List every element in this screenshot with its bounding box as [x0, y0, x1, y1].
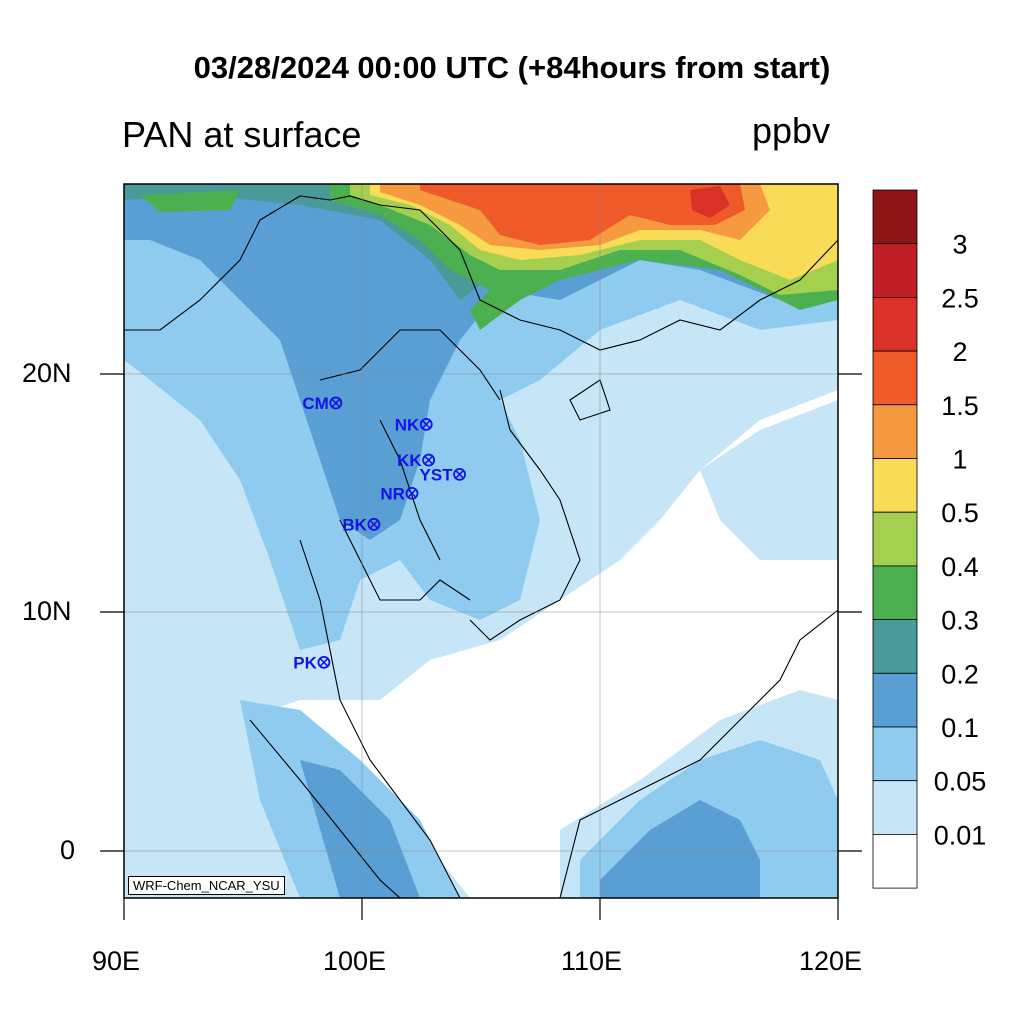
colorbar-label: 2: [952, 337, 967, 367]
colorbar-segment: [872, 619, 918, 674]
colorbar-segment: [872, 672, 918, 728]
colorbar-label: 0.01: [934, 820, 987, 850]
colorbar-label: 0.4: [941, 552, 979, 582]
graticule: [124, 184, 838, 898]
colorbar-segment: [872, 296, 918, 352]
ticks: [100, 373, 862, 920]
colorbar-segment: [872, 404, 918, 459]
colorbar-label: 1: [952, 445, 967, 475]
station-label: YST: [420, 465, 454, 484]
colorbar-segment: [872, 834, 918, 889]
station-yst: YST: [420, 465, 466, 484]
station-pk: PK: [293, 653, 331, 672]
station-cm: CM: [302, 394, 343, 413]
station-nr: NR: [380, 484, 419, 503]
x-tick-100e: 100E: [323, 946, 387, 976]
station-label: NR: [380, 484, 405, 503]
colorbar-label: 3: [952, 230, 967, 260]
y-tick-10n: 10N: [22, 596, 72, 626]
x-tick-120e: 120E: [799, 946, 863, 976]
colorbar-label: 0.5: [941, 498, 979, 528]
coastlines: [124, 195, 838, 898]
y-tick-0: 0: [60, 835, 76, 865]
colorbar-label: 2.5: [941, 283, 979, 313]
colorbar-segment: [872, 243, 918, 298]
station-bk: BK: [342, 515, 381, 534]
variable-label: PAN at surface: [122, 114, 362, 155]
colorbar-segment: [872, 458, 918, 513]
y-tick-20n: 20N: [22, 358, 72, 388]
colorbar-segment: [872, 780, 918, 835]
station-nk: NK: [395, 415, 433, 434]
colorbar-label: 0.05: [934, 767, 987, 797]
pan-field: [124, 184, 838, 898]
main-title: 03/28/2024 00:00 UTC (+84hours from star…: [193, 50, 831, 85]
colorbar-segment: [872, 511, 918, 567]
station-kk: KK: [397, 451, 436, 470]
station-label: CM: [302, 394, 328, 413]
colorbar-label: 0.3: [941, 606, 979, 636]
colorbar-segment: [872, 726, 918, 782]
x-tick-110e: 110E: [561, 946, 623, 976]
x-tick-90e: 90E: [92, 946, 141, 976]
colorbar-label: 1.5: [941, 391, 979, 421]
colorbar-segment: [872, 350, 918, 406]
colorbar-segment: [872, 565, 918, 621]
station-label: BK: [342, 515, 367, 534]
colorbar-label: 0.2: [941, 659, 979, 689]
station-label: KK: [397, 451, 422, 470]
station-label: NK: [395, 415, 420, 434]
units-label: ppbv: [752, 110, 831, 151]
station-label: PK: [293, 653, 317, 672]
colorbar-segment: [872, 189, 918, 245]
model-tag: WRF-Chem_NCAR_YSU: [128, 876, 285, 895]
colorbar-label: 0.1: [941, 713, 979, 743]
